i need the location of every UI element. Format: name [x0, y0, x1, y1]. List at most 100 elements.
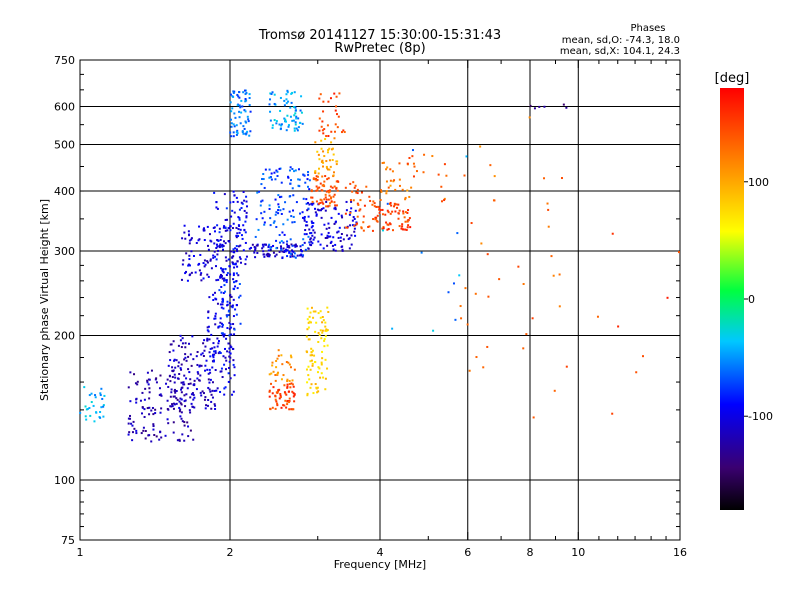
data-point [198, 238, 201, 241]
data-point [287, 390, 290, 393]
data-point [274, 395, 277, 398]
data-point [198, 379, 201, 382]
data-point [235, 249, 238, 252]
data-point [565, 365, 568, 368]
data-point [531, 317, 534, 320]
data-point [327, 168, 330, 171]
data-point [288, 169, 291, 172]
data-point [374, 218, 377, 221]
data-point [276, 170, 279, 173]
data-point [280, 181, 283, 184]
data-point [330, 196, 333, 199]
data-point [269, 408, 272, 411]
data-point [245, 99, 248, 102]
legend-title: Phases [630, 23, 665, 34]
data-point [306, 328, 309, 331]
data-point [79, 411, 82, 414]
data-point [299, 109, 302, 112]
data-point [199, 273, 202, 276]
data-point [320, 139, 323, 142]
data-point [322, 319, 325, 322]
data-point [294, 256, 297, 259]
data-point [206, 273, 209, 276]
data-point [398, 209, 401, 212]
data-point [135, 401, 138, 404]
data-point [338, 92, 341, 95]
data-point [95, 411, 98, 414]
data-point [269, 224, 272, 227]
data-point [217, 340, 220, 343]
data-point [312, 229, 315, 232]
data-point [294, 243, 297, 246]
data-point [232, 323, 235, 326]
data-point [279, 393, 282, 396]
data-point [326, 151, 329, 154]
data-point [306, 201, 309, 204]
data-point [362, 215, 365, 218]
data-point [309, 237, 312, 240]
data-point [180, 411, 183, 414]
data-point [281, 257, 284, 260]
data-point [194, 271, 197, 274]
data-point [209, 259, 212, 262]
data-point [187, 264, 190, 267]
data-point [222, 299, 225, 302]
data-point [289, 366, 292, 369]
data-point [189, 396, 192, 399]
data-point [291, 221, 294, 224]
data-point [204, 407, 207, 410]
data-point [270, 178, 273, 181]
data-point [192, 383, 195, 386]
data-point [324, 335, 327, 338]
data-point [310, 232, 313, 235]
data-point [233, 328, 236, 331]
data-point [415, 170, 418, 173]
data-point [169, 359, 172, 362]
data-point [148, 397, 151, 400]
data-point [307, 215, 310, 218]
data-point [291, 250, 294, 253]
data-point [310, 351, 313, 354]
data-point [381, 213, 384, 216]
data-point [219, 352, 222, 355]
data-point [229, 273, 232, 276]
data-point [292, 408, 295, 411]
data-point [300, 111, 303, 114]
data-point [312, 221, 315, 224]
data-point [301, 244, 304, 247]
data-point [158, 438, 161, 441]
data-point [201, 390, 204, 393]
data-point [336, 180, 339, 183]
data-point [235, 248, 238, 251]
data-point [387, 186, 390, 189]
data-point [357, 203, 360, 206]
data-point [214, 255, 217, 258]
data-point [547, 208, 550, 211]
data-point [179, 367, 182, 370]
data-point [196, 371, 199, 374]
data-point [273, 119, 276, 122]
data-point [291, 255, 294, 258]
data-point [319, 316, 322, 319]
data-point [320, 216, 323, 219]
data-point [611, 412, 614, 415]
data-point [225, 274, 228, 277]
data-point [99, 411, 102, 414]
data-point [229, 101, 232, 104]
data-point [322, 202, 325, 205]
data-point [276, 404, 279, 407]
data-point [269, 248, 272, 251]
data-point [398, 225, 401, 228]
data-point [135, 429, 138, 432]
data-point [231, 256, 234, 259]
data-point [185, 270, 188, 273]
data-point [268, 243, 271, 246]
data-point [313, 236, 316, 239]
data-point [666, 296, 669, 299]
data-point [295, 117, 298, 120]
data-point [179, 339, 182, 342]
data-point [466, 323, 469, 326]
data-point [303, 241, 306, 244]
data-point [129, 417, 132, 420]
data-point [214, 315, 217, 318]
